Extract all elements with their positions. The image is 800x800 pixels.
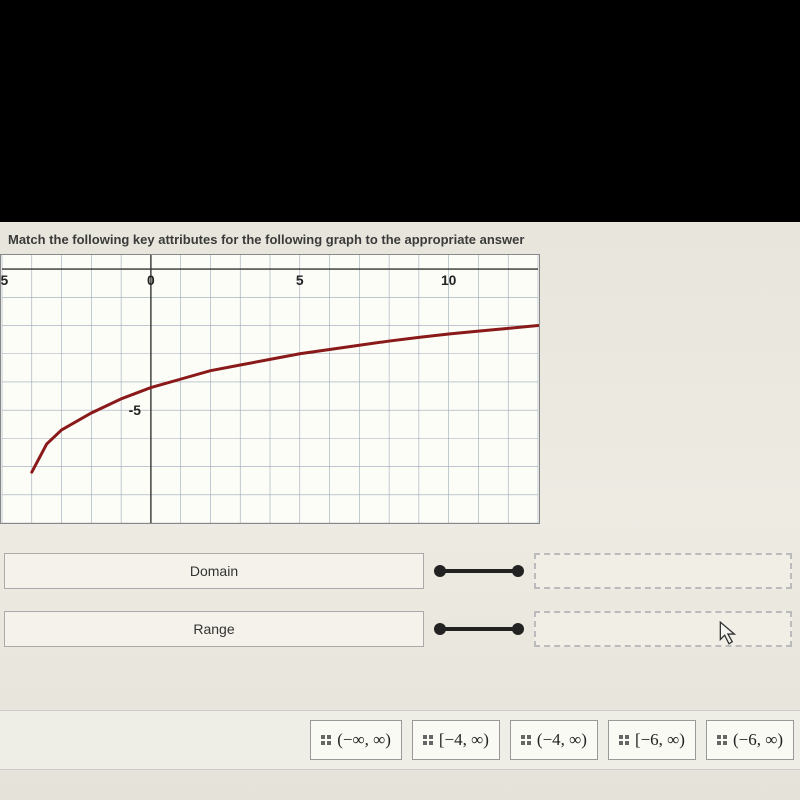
attribute-row-domain: Domain bbox=[0, 552, 800, 590]
connector-icon bbox=[424, 553, 534, 589]
option-text: (−6, ∞) bbox=[733, 730, 783, 750]
range-label: Range bbox=[4, 611, 424, 647]
svg-text:0: 0 bbox=[147, 272, 155, 288]
option-chip[interactable]: (−6, ∞) bbox=[706, 720, 794, 760]
option-chip[interactable]: (−4, ∞) bbox=[510, 720, 598, 760]
svg-text:5: 5 bbox=[296, 272, 304, 288]
instruction-text: Match the following key attributes for t… bbox=[8, 232, 524, 247]
domain-label: Domain bbox=[4, 553, 424, 589]
svg-text:-5: -5 bbox=[129, 402, 142, 418]
drag-grip-icon bbox=[717, 735, 727, 745]
option-text: [−4, ∞) bbox=[439, 730, 489, 750]
graph: -5 0 5 10 -5 bbox=[0, 254, 540, 524]
option-chip[interactable]: (−∞, ∞) bbox=[310, 720, 402, 760]
drag-grip-icon bbox=[521, 735, 531, 745]
worksheet-panel: Match the following key attributes for t… bbox=[0, 222, 800, 800]
domain-drop-zone[interactable] bbox=[534, 553, 792, 589]
attribute-row-range: Range bbox=[0, 610, 800, 648]
svg-text:-5: -5 bbox=[1, 272, 8, 288]
connector-icon bbox=[424, 611, 534, 647]
option-chip[interactable]: [−4, ∞) bbox=[412, 720, 500, 760]
drag-grip-icon bbox=[423, 735, 433, 745]
drag-grip-icon bbox=[321, 735, 331, 745]
option-text: (−4, ∞) bbox=[537, 730, 587, 750]
option-text: (−∞, ∞) bbox=[337, 730, 391, 750]
option-text: [−6, ∞) bbox=[635, 730, 685, 750]
answer-options-bar: (−∞, ∞) [−4, ∞) (−4, ∞) [−6, ∞) (−6, ∞) bbox=[0, 710, 800, 770]
graph-svg: -5 0 5 10 -5 bbox=[1, 255, 539, 523]
drag-grip-icon bbox=[619, 735, 629, 745]
range-drop-zone[interactable] bbox=[534, 611, 792, 647]
svg-text:10: 10 bbox=[441, 272, 457, 288]
option-chip[interactable]: [−6, ∞) bbox=[608, 720, 696, 760]
